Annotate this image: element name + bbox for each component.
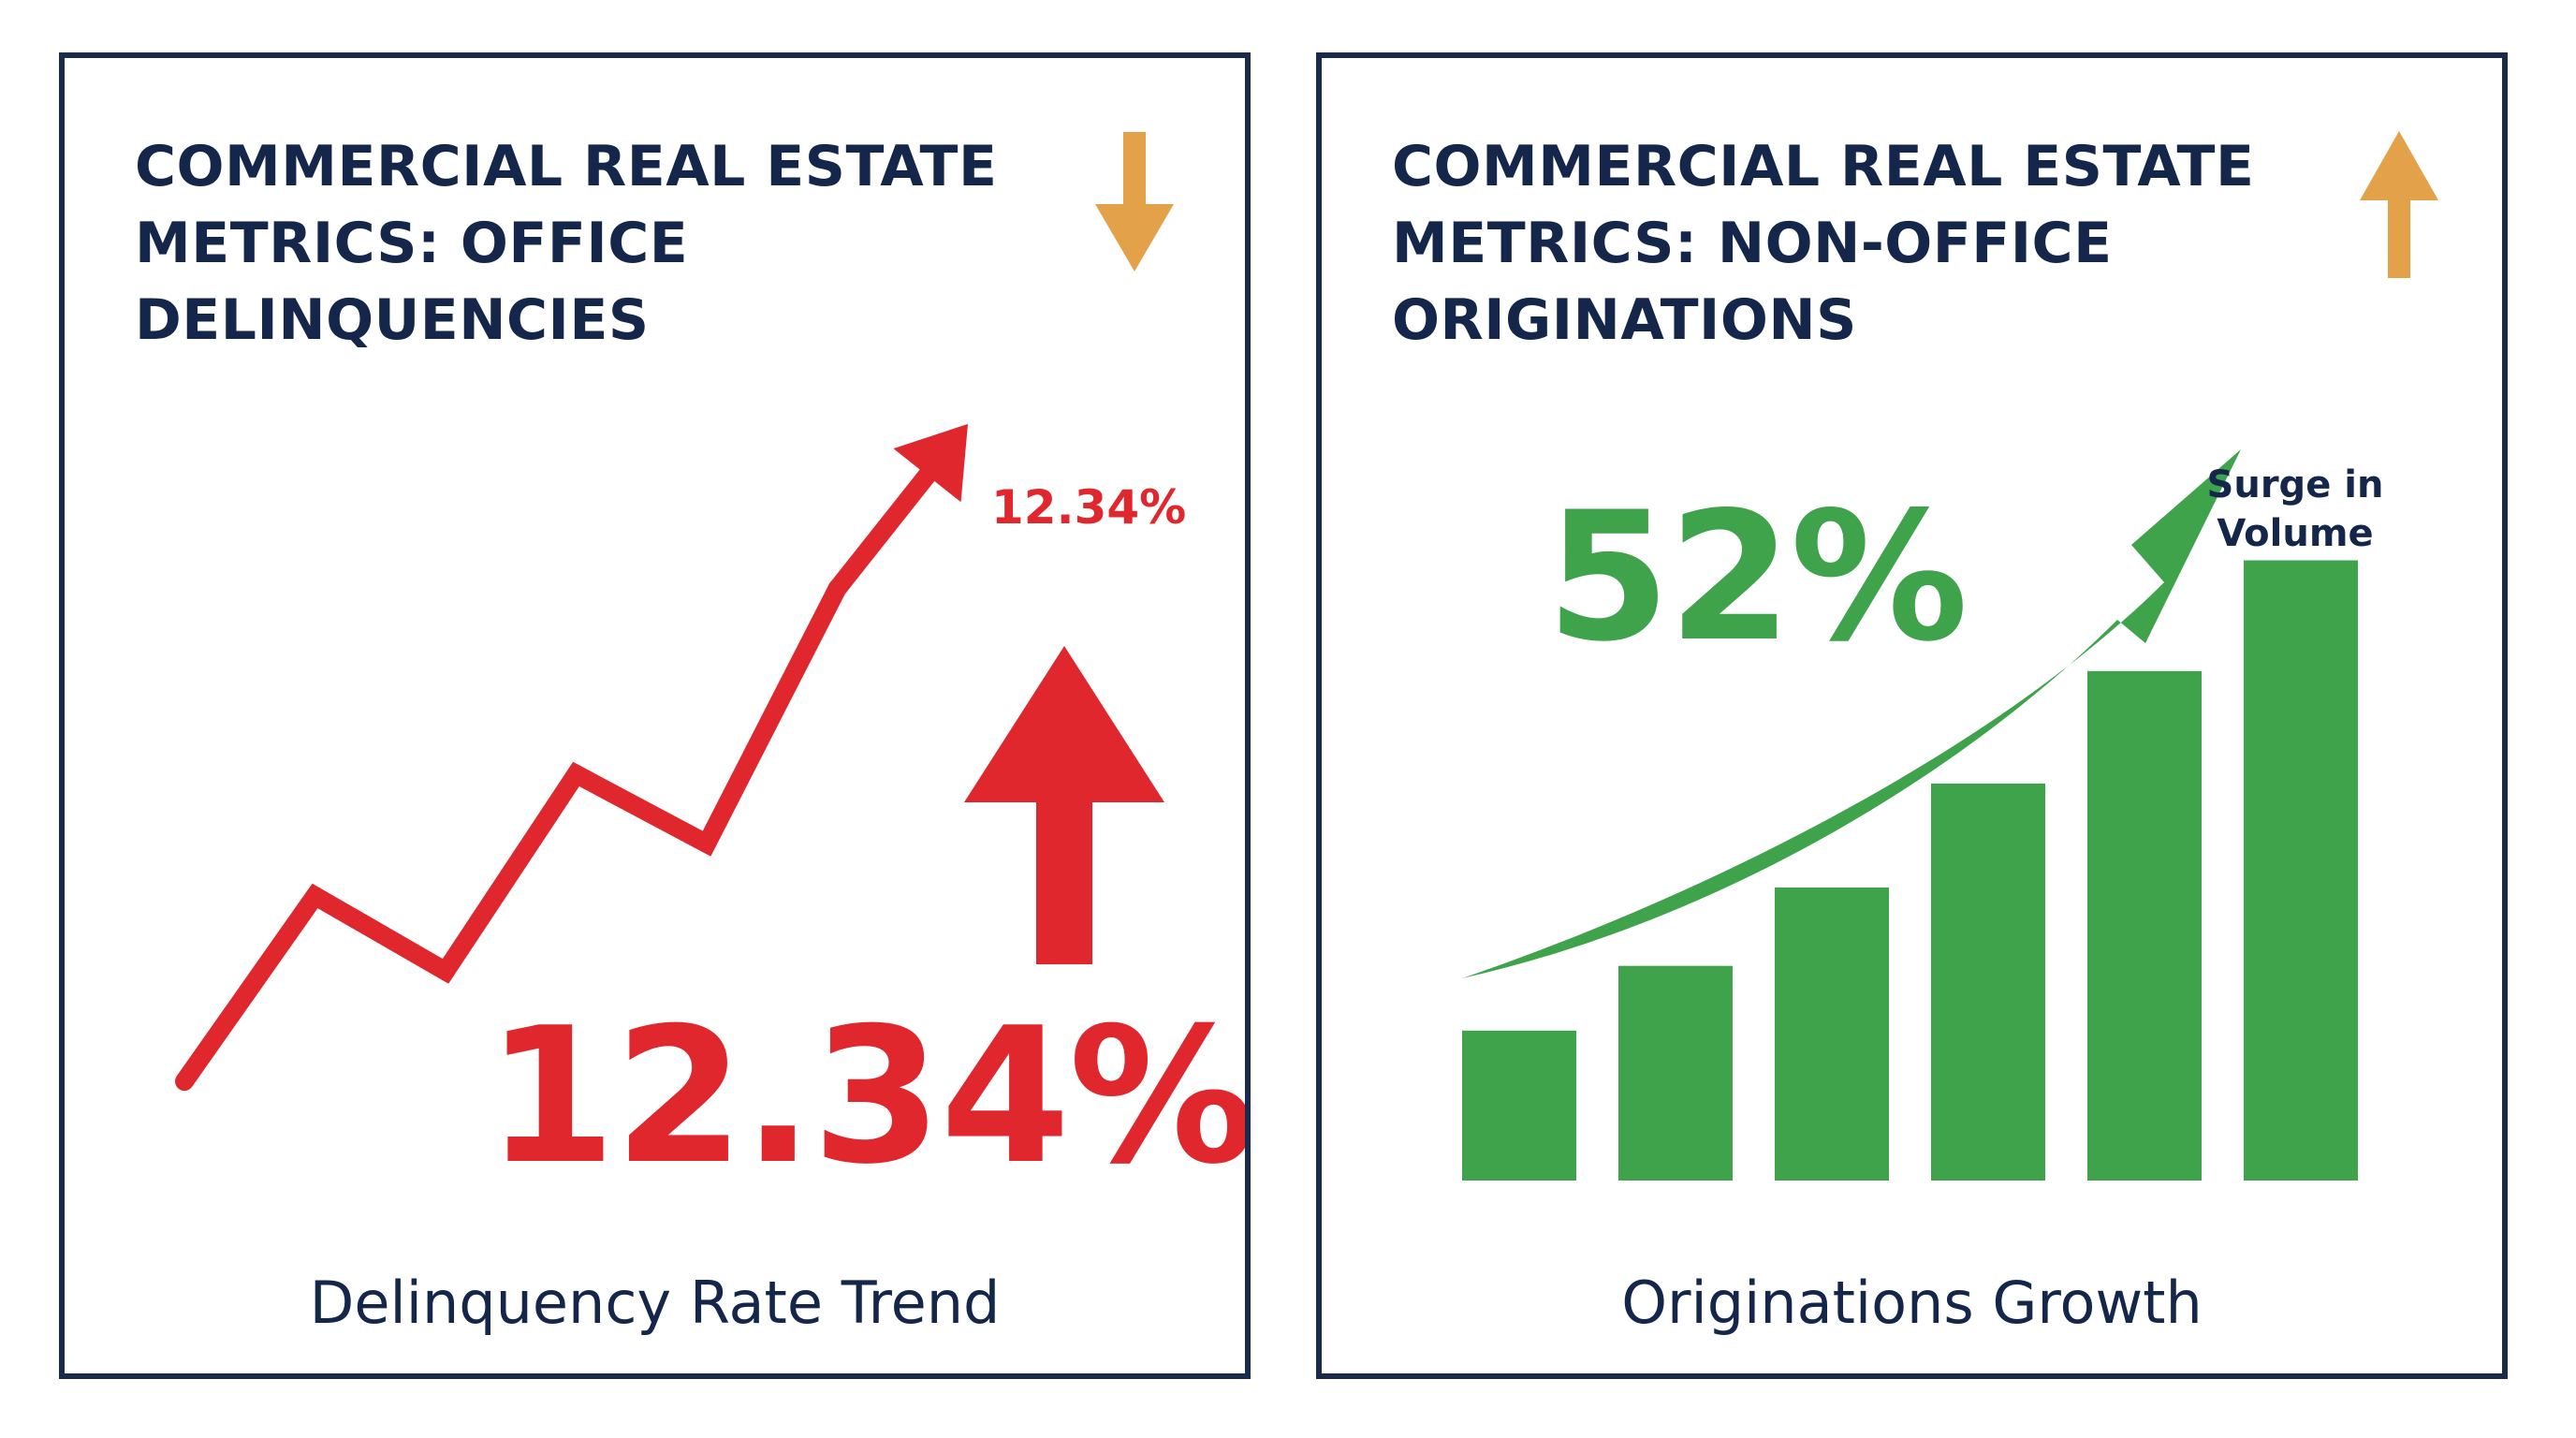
bar-2 bbox=[1618, 965, 1733, 1181]
surge-annotation: Surge in Volume bbox=[2206, 463, 2384, 555]
bar-6 bbox=[2244, 560, 2358, 1181]
bar-3 bbox=[1775, 887, 1889, 1181]
arrow-up-icon bbox=[2360, 131, 2438, 278]
chart-caption: Originations Growth bbox=[1621, 1269, 2203, 1337]
panel-title: COMMERCIAL REAL ESTATE METRICS: NON-OFFI… bbox=[1392, 134, 2255, 353]
panel-title: COMMERCIAL REAL ESTATE METRICS: OFFICE D… bbox=[135, 134, 998, 353]
office-delinquencies-panel: COMMERCIAL REAL ESTATE METRICS: OFFICE D… bbox=[59, 52, 1251, 1379]
bar-5 bbox=[2087, 670, 2202, 1181]
line-point-0 bbox=[175, 1072, 194, 1092]
originations-bar-chart bbox=[1462, 131, 2438, 1181]
chart-caption: Delinquency Rate Trend bbox=[309, 1269, 1001, 1337]
arrow-down-icon bbox=[1095, 132, 1174, 271]
delinquency-line-chart bbox=[175, 132, 1174, 1092]
line-arrowhead bbox=[893, 423, 968, 503]
line-point-5 bbox=[827, 579, 847, 598]
growth-percentage: 52% bbox=[1546, 474, 1969, 681]
line-point-3 bbox=[566, 764, 586, 784]
data-label-end: 12.34% bbox=[991, 480, 1187, 535]
line-point-4 bbox=[697, 834, 716, 854]
line-point-2 bbox=[436, 961, 455, 981]
line-point-1 bbox=[305, 886, 325, 905]
non-office-originations-panel: COMMERCIAL REAL ESTATE METRICS: NON-OFFI… bbox=[1316, 52, 2508, 1379]
bar-1 bbox=[1462, 1030, 1576, 1181]
arrow-up-icon bbox=[964, 646, 1164, 964]
bar-4 bbox=[1931, 783, 2045, 1181]
delinquency-rate-value: 12.34% bbox=[486, 988, 1251, 1206]
